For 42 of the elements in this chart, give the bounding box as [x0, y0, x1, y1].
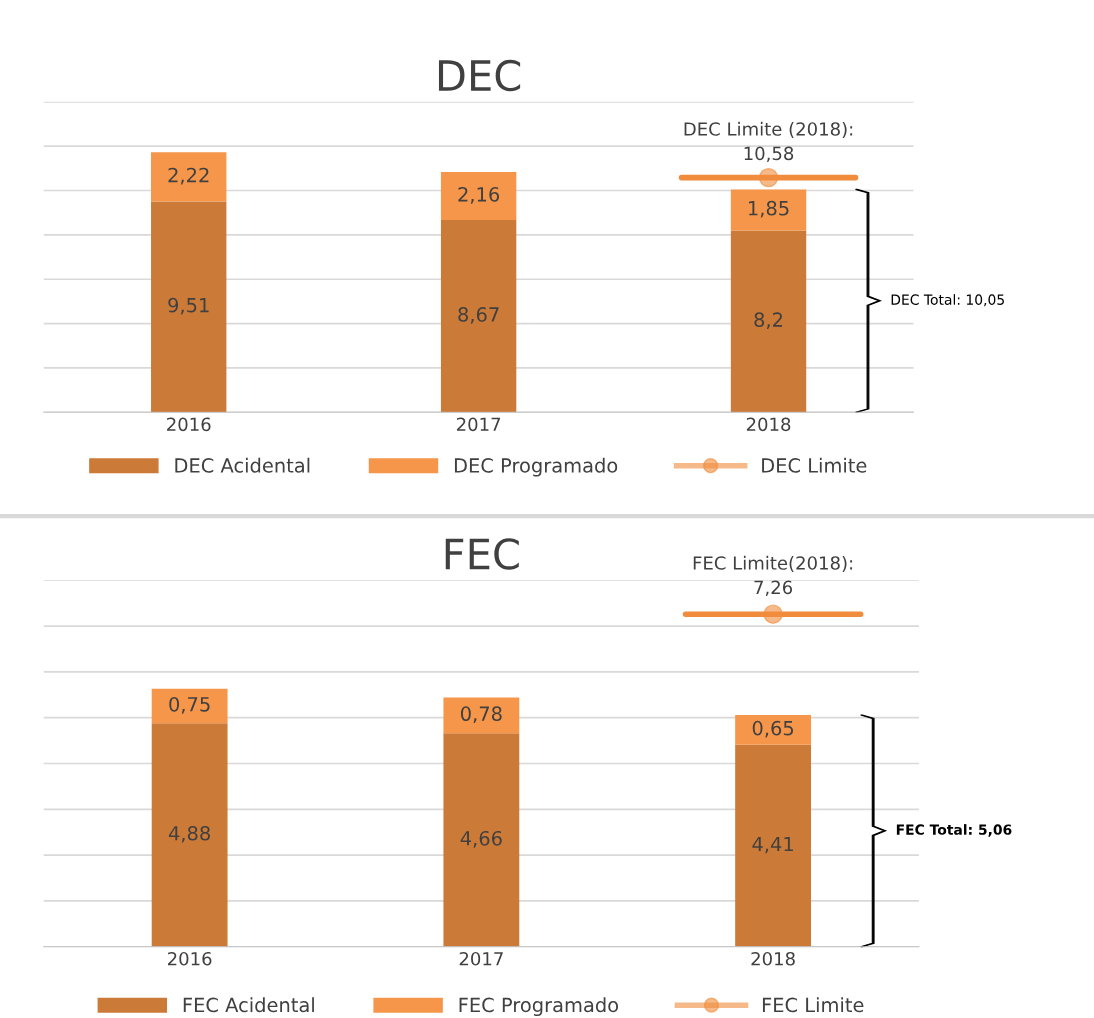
bar	[151, 152, 227, 202]
x-tick-label: 2018	[751, 951, 795, 966]
bar	[443, 733, 520, 947]
legend-label: DEC Programado	[454, 457, 618, 477]
chart-title: FEC	[445, 538, 519, 570]
x-tick-label: 2017	[456, 417, 501, 432]
x-tick-label: 2017	[459, 951, 503, 966]
bar	[440, 172, 517, 221]
legend-label: DEC Limite	[762, 457, 867, 473]
data-label: 2,22	[168, 167, 209, 185]
data-label: 8,67	[458, 307, 499, 324]
data-label: 0,78	[460, 706, 502, 724]
legend-label: FEC Acidental	[183, 997, 314, 1013]
annotation: DEC Total: 10,05	[891, 294, 1004, 307]
bar	[730, 189, 807, 231]
bar	[730, 230, 807, 413]
bar	[443, 697, 520, 734]
x-tick-label: 2016	[167, 951, 212, 966]
bar	[735, 744, 812, 947]
data-label: 9,51	[168, 297, 209, 315]
data-label: 8,2	[754, 312, 783, 329]
data-label: 1,85	[749, 200, 789, 218]
bar	[735, 714, 812, 745]
data-label: 0,75	[169, 696, 210, 714]
data-label: 4,88	[168, 825, 210, 843]
x-tick-label: 2018	[746, 417, 791, 432]
bar	[151, 688, 228, 724]
legend-label: DEC Acidental	[175, 457, 310, 473]
data-label: DEC Limite (2018): 10,58	[684, 121, 853, 163]
bar	[440, 220, 517, 413]
legend-label: FEC Limite	[762, 997, 864, 1013]
data-label: 4,41	[752, 836, 793, 854]
bar	[151, 201, 227, 413]
bar	[151, 723, 228, 947]
data-label: 4,66	[460, 830, 502, 848]
data-label: FEC Limite(2018): 7,26	[693, 555, 853, 597]
x-tick-label: 2016	[167, 417, 211, 432]
data-label: 2,16	[458, 186, 500, 204]
chart-title: DEC	[438, 59, 521, 92]
data-label: 0,65	[752, 720, 794, 738]
annotation: FEC Total: 5,06	[896, 824, 1012, 837]
legend-label: FEC Programado	[459, 997, 619, 1017]
